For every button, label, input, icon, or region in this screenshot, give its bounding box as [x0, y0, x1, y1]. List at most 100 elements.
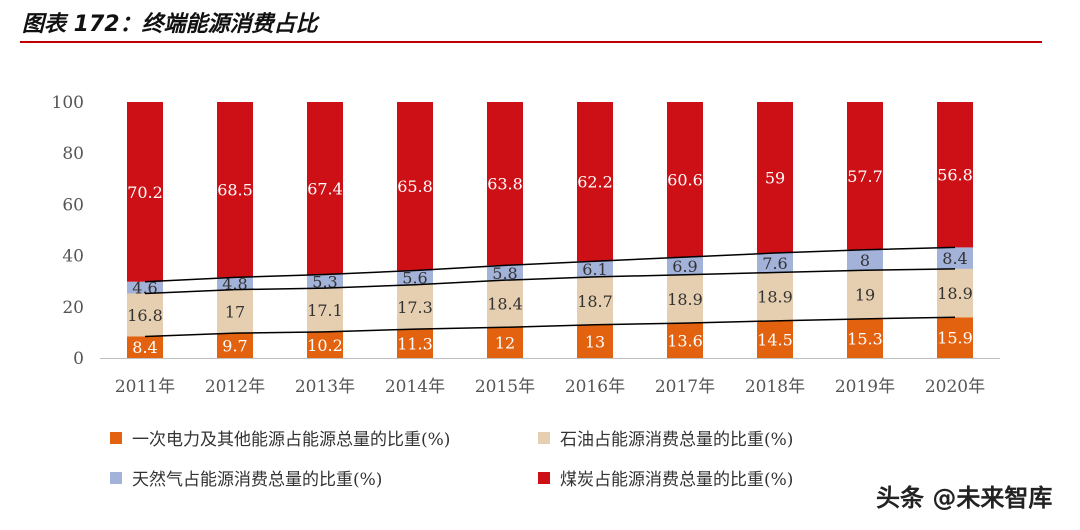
y-tick-label: 60: [62, 195, 84, 215]
series-connector-line-electricity: [144, 316, 956, 338]
legend-swatch-oil: [538, 431, 550, 444]
bar-segment-gas: [937, 247, 973, 269]
bar-segment-oil: [127, 293, 163, 337]
x-tick-label: 2017年: [655, 377, 715, 397]
title-rule: [20, 41, 1042, 43]
legend-label-coal: 煤炭占能源消费总量的比重(%): [560, 470, 794, 490]
bar-segment-coal: [847, 102, 883, 250]
bar-segment-electricity: [307, 331, 343, 358]
x-tick-label: 2012年: [205, 377, 265, 397]
data-label-gas: 5.6: [402, 269, 427, 288]
bar-segment-electricity: [937, 317, 973, 358]
bar-segment-oil: [757, 272, 793, 321]
legend-item-electricity: 一次电力及其他能源占能源总量的比重(%): [110, 425, 450, 450]
data-label-electricity: 13.6: [667, 332, 703, 351]
legend-swatch-electricity: [110, 431, 122, 444]
figure-title: 图表 172：终端能源消费占比: [22, 12, 318, 37]
bar-segment-coal: [667, 102, 703, 258]
data-label-gas: 7.6: [762, 254, 787, 273]
bar-segment-gas: [127, 281, 163, 294]
bar-segment-electricity: [487, 327, 523, 358]
y-tick-label: 40: [62, 247, 84, 267]
data-label-electricity: 8.4: [132, 338, 157, 357]
y-tick-label: 100: [52, 93, 84, 113]
legend-label-gas: 天然气占能源消费总量的比重(%): [132, 470, 383, 490]
legend-item-oil: 石油占能源消费总量的比重(%): [538, 425, 793, 450]
data-label-oil: 18.9: [757, 288, 793, 307]
bar-segment-gas: [397, 270, 433, 285]
data-label-gas: 8: [860, 251, 870, 270]
bar-segment-gas: [667, 257, 703, 275]
bar-segment-electricity: [127, 336, 163, 358]
x-tick-label: 2020年: [925, 377, 985, 397]
data-label-electricity: 11.3: [397, 335, 433, 354]
data-label-oil: 16.8: [127, 306, 163, 325]
bar-segment-coal: [127, 102, 163, 282]
bar-segment-gas: [217, 277, 253, 290]
data-label-electricity: 13: [585, 332, 605, 351]
x-tick-label: 2011年: [115, 377, 175, 397]
data-label-electricity: 15.9: [937, 329, 973, 348]
watermark: 头条 @未来智库: [876, 484, 1053, 512]
bar-segment-gas: [847, 249, 883, 271]
legend-swatch-gas: [110, 471, 122, 484]
bar-segment-gas: [307, 274, 343, 289]
legend-label-oil: 石油占能源消费总量的比重(%): [560, 430, 794, 450]
stacked-bar-chart: 0204060801008.416.84.670.29.7174.868.510…: [52, 93, 1000, 397]
data-label-electricity: 12: [495, 334, 515, 353]
data-label-coal: 62.2: [577, 173, 613, 192]
legend-swatch-coal: [538, 471, 550, 484]
y-tick-label: 80: [62, 144, 84, 164]
data-label-coal: 60.6: [667, 171, 703, 190]
bar-segment-oil: [667, 274, 703, 324]
data-label-coal: 63.8: [487, 175, 523, 194]
data-label-coal: 67.4: [307, 179, 343, 198]
bar-segment-coal: [217, 102, 253, 278]
data-label-coal: 65.8: [397, 177, 433, 196]
data-label-oil: 19: [855, 286, 875, 305]
data-label-electricity: 10.2: [307, 336, 343, 355]
bar-segment-coal: [757, 102, 793, 254]
bar-segment-oil: [217, 289, 253, 334]
series-connector-line-gas: [144, 246, 956, 283]
bar-segment-oil: [397, 284, 433, 330]
legend-item-coal: 煤炭占能源消费总量的比重(%): [538, 465, 793, 490]
data-label-gas: 6.1: [582, 260, 607, 279]
bar-segment-electricity: [217, 333, 253, 358]
data-label-gas: 6.9: [672, 257, 697, 276]
x-tick-label: 2015年: [475, 377, 535, 397]
data-label-oil: 18.9: [937, 284, 973, 303]
data-label-electricity: 9.7: [222, 337, 247, 356]
bar-segment-coal: [487, 102, 523, 266]
data-label-oil: 17: [225, 302, 245, 321]
bar-segment-electricity: [847, 318, 883, 358]
data-label-coal: 59: [765, 169, 785, 188]
data-label-gas: 5.3: [312, 272, 337, 291]
legend-item-gas: 天然气占能源消费总量的比重(%): [110, 465, 382, 490]
data-label-coal: 70.2: [127, 183, 163, 202]
y-tick-label: 0: [73, 349, 84, 369]
data-label-oil: 18.4: [487, 295, 523, 314]
bar-segment-oil: [307, 288, 343, 332]
data-label-coal: 56.8: [937, 166, 973, 185]
data-label-oil: 18.7: [577, 292, 613, 311]
data-label-oil: 17.1: [307, 301, 343, 320]
bar-segment-gas: [487, 265, 523, 281]
x-tick-label: 2019年: [835, 377, 895, 397]
bar-segment-oil: [577, 276, 613, 325]
data-label-oil: 17.3: [397, 298, 433, 317]
data-label-oil: 18.9: [667, 290, 703, 309]
bar-segment-gas: [577, 261, 613, 277]
series-connector-line-oil: [144, 268, 956, 295]
bar-segment-oil: [847, 270, 883, 319]
data-label-coal: 57.7: [847, 167, 883, 186]
bar-segment-coal: [577, 102, 613, 262]
y-tick-label: 20: [62, 298, 84, 318]
x-tick-label: 2013年: [295, 377, 355, 397]
bar-segment-electricity: [757, 320, 793, 358]
data-label-electricity: 14.5: [757, 330, 793, 349]
x-tick-label: 2016年: [565, 377, 625, 397]
data-label-gas: 8.4: [942, 249, 967, 268]
bar-segment-coal: [307, 102, 343, 275]
data-label-gas: 4.8: [222, 275, 247, 294]
